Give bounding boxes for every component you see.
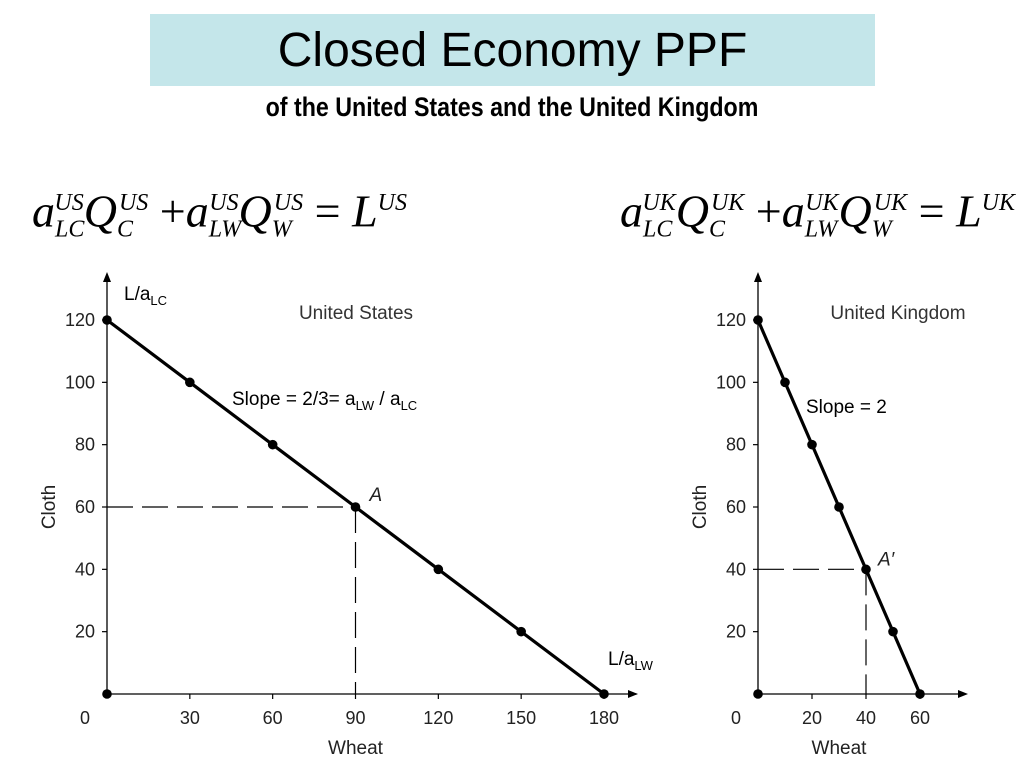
us-slope-label: Slope = 2/3= aLW / aLC xyxy=(232,389,417,413)
uk-x-tick-label: 0 xyxy=(731,708,741,728)
equation-uk: aLCUKQCUK +aLWUKQWUK = LUK xyxy=(620,185,1016,243)
us-y-intercept-label: L/aLC xyxy=(124,284,167,308)
us-x-tick-label: 90 xyxy=(345,708,365,728)
uk-point-label: A′ xyxy=(877,549,896,570)
uk-x-axis-arrow xyxy=(958,690,968,698)
us-x-tick-label: 150 xyxy=(506,708,536,728)
us-ppf-point xyxy=(350,502,361,512)
us-x-tick-label: 120 xyxy=(423,708,453,728)
uk-ppf-point xyxy=(888,626,898,637)
uk-y-tick-label: 20 xyxy=(726,622,746,642)
slide-title: Closed Economy PPF xyxy=(277,23,748,77)
uk-x-axis-title: Wheat xyxy=(812,738,868,759)
equation-us: aLCUSQCUS +aLWUSQWUS = LUS xyxy=(32,185,408,243)
uk-x-tick-label: 20 xyxy=(802,708,822,728)
uk-panel-title: United Kingdom xyxy=(830,303,965,324)
us-x-tick-label: 60 xyxy=(263,708,283,728)
uk-x-tick-label: 40 xyxy=(856,708,876,728)
title-banner: Closed Economy PPF xyxy=(150,14,875,86)
uk-y-tick-label: 40 xyxy=(726,559,746,579)
uk-y-tick-label: 80 xyxy=(726,435,746,455)
us-x-tick-label: 180 xyxy=(589,708,619,728)
us-x-tick-label: 0 xyxy=(80,708,90,728)
us-y-tick-label: 120 xyxy=(65,310,95,330)
uk-x-tick-label: 60 xyxy=(910,708,930,728)
us-point-label: A xyxy=(369,485,383,506)
us-y-axis-arrow xyxy=(103,272,111,282)
uk-ppf-point xyxy=(753,315,763,325)
us-x-intercept-label: L/aLW xyxy=(608,649,654,673)
uk-y-tick-label: 120 xyxy=(716,310,746,330)
uk-origin-point xyxy=(753,689,763,699)
us-origin-point xyxy=(102,689,112,699)
us-ppf-point xyxy=(516,626,526,637)
uk-y-axis-title: Cloth xyxy=(690,485,711,529)
slide-subtitle: of the United States and the United King… xyxy=(265,92,759,122)
us-y-tick-label: 100 xyxy=(65,372,95,392)
us-y-tick-label: 80 xyxy=(75,435,95,455)
uk-ppf-point xyxy=(861,564,871,575)
us-ppf-point xyxy=(433,564,444,575)
uk-ppf-point xyxy=(915,689,925,699)
us-y-tick-label: 60 xyxy=(75,497,95,517)
us-panel-title: United States xyxy=(299,303,413,324)
uk-y-tick-label: 100 xyxy=(716,372,746,392)
uk-slope-label: Slope = 2 xyxy=(806,397,887,418)
us-ppf-point xyxy=(599,689,609,699)
uk-y-tick-label: 60 xyxy=(726,497,746,517)
us-x-tick-label: 30 xyxy=(180,708,200,728)
us-y-tick-label: 40 xyxy=(75,559,95,579)
uk-ppf-point xyxy=(807,439,817,450)
uk-y-axis-arrow xyxy=(754,272,762,282)
us-ppf-point xyxy=(185,377,195,388)
us-ppf-point xyxy=(267,439,278,450)
us-x-axis-title: Wheat xyxy=(328,738,384,759)
uk-ppf-point xyxy=(834,502,844,512)
us-y-tick-label: 20 xyxy=(75,622,95,642)
us-x-axis-arrow xyxy=(628,690,638,698)
uk-ppf-point xyxy=(780,377,790,388)
us-y-axis-title: Cloth xyxy=(39,485,60,529)
us-ppf-point xyxy=(102,315,112,325)
